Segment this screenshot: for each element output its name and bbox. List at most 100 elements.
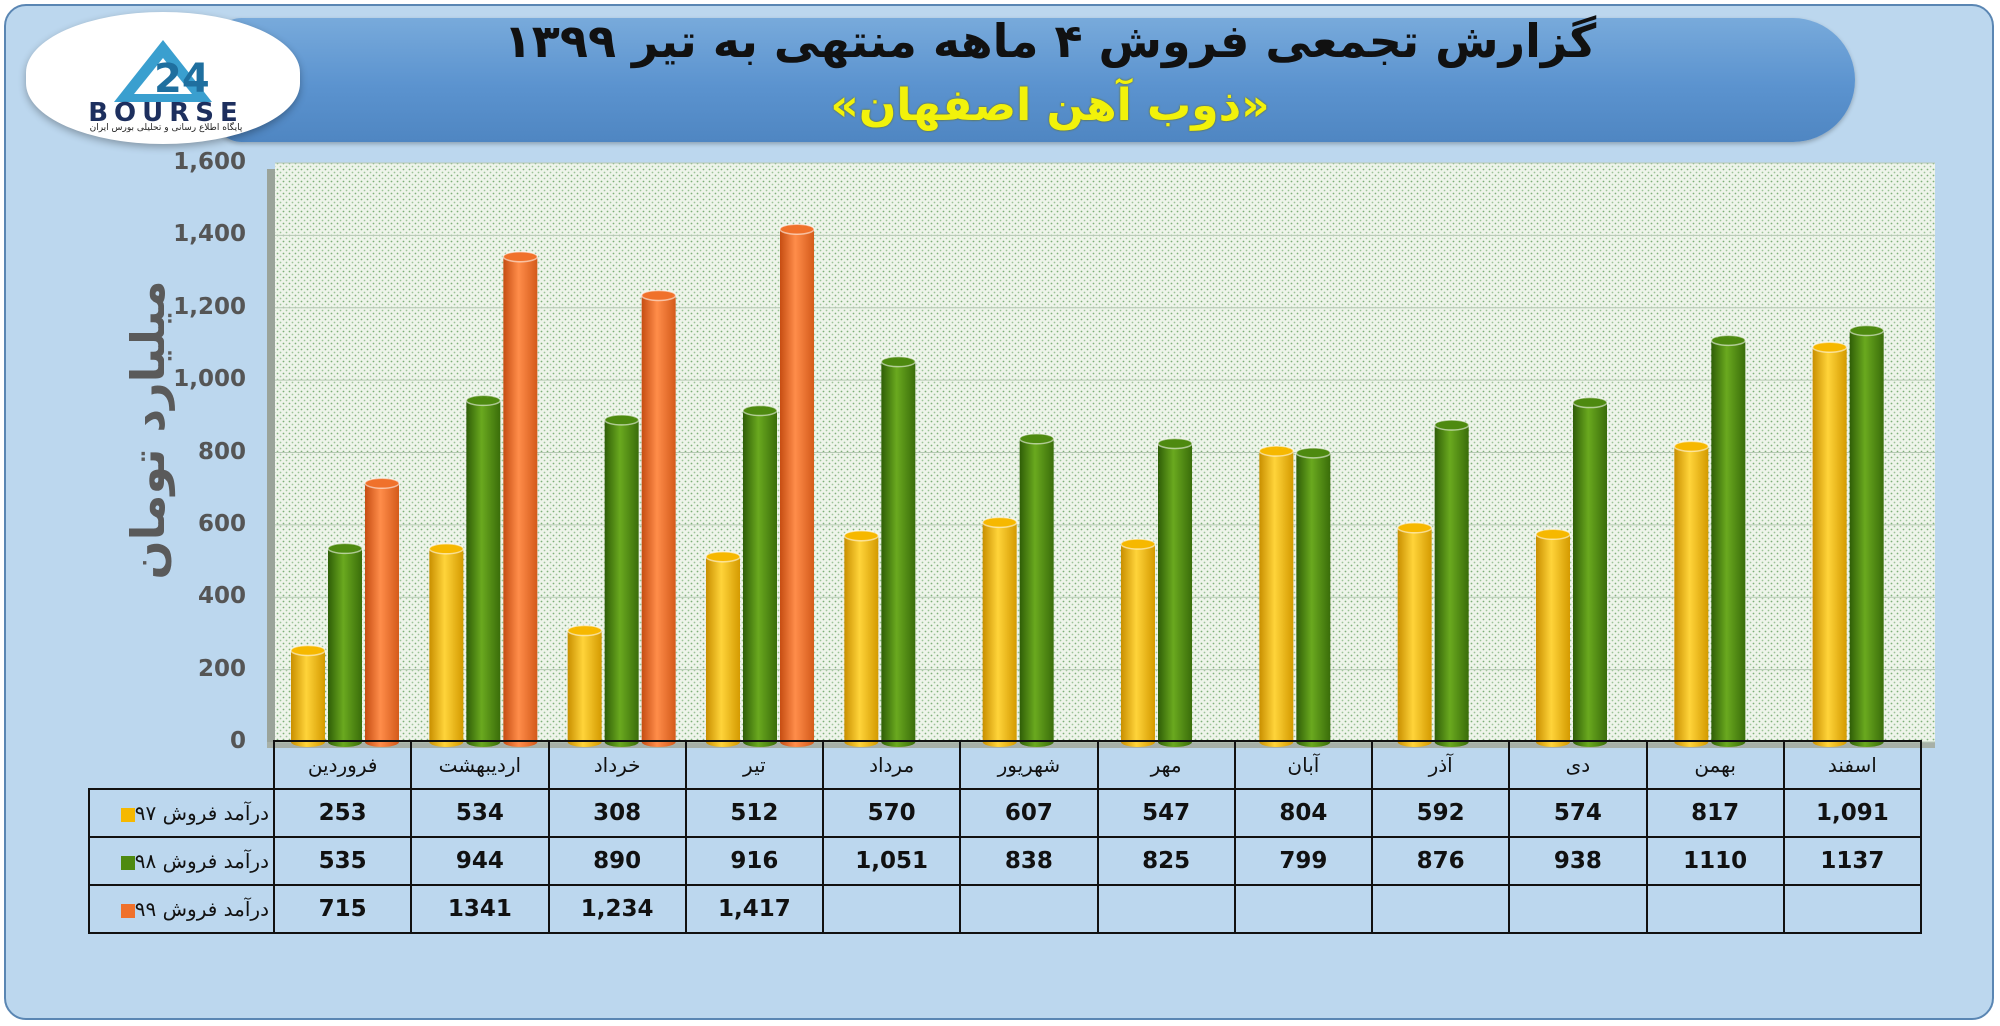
bar-body	[429, 548, 464, 742]
bar-cap	[1673, 440, 1710, 453]
bar-cap	[779, 223, 815, 235]
x-tick-label: آذر	[1370, 740, 1511, 790]
data-label	[959, 884, 1099, 934]
bar	[1848, 324, 1885, 747]
bar-cap	[981, 516, 1018, 529]
title-banner	[215, 18, 1855, 142]
x-tick-label: بهمن	[1645, 740, 1785, 790]
bar	[1433, 419, 1470, 747]
data-label: 1,417	[684, 884, 825, 934]
legend-label: درآمد فروش ۹۸	[134, 849, 269, 873]
bar-cap	[290, 644, 326, 657]
data-label: 592	[1370, 788, 1511, 838]
bar	[290, 644, 326, 747]
bar	[566, 624, 603, 747]
data-label: 1341	[410, 884, 550, 934]
table-header-row: فروردین اردیبهشت خرداد تیر مرداد شهریور مهر آبا…	[89, 740, 1923, 790]
y-tick-label: 200	[197, 655, 246, 682]
bar-cap	[1295, 447, 1332, 459]
bar-cap	[327, 542, 363, 555]
bar-cap	[1433, 419, 1470, 431]
bar-cap	[880, 355, 917, 368]
data-label: 715	[272, 884, 413, 934]
data-label: 1,234	[547, 884, 687, 934]
data-label	[1370, 884, 1511, 934]
x-tick-label: مرداد	[821, 740, 962, 790]
bar-body	[567, 630, 602, 742]
bar	[465, 394, 502, 747]
bar	[1811, 341, 1848, 747]
legend-swatch	[120, 903, 135, 918]
bar	[779, 223, 815, 747]
bar-body	[706, 556, 740, 742]
bar-body	[1121, 544, 1155, 742]
table-row: درآمد فروش ۹۷ 253 534 308 512 570 607 547 804 592…	[88, 788, 1923, 838]
bar	[364, 477, 400, 747]
data-label: 916	[684, 836, 825, 886]
table-row: درآمد فروش ۹۹ 715 1341 1,234 1,417	[88, 884, 1923, 934]
data-label	[1233, 884, 1374, 934]
bar-body	[1019, 438, 1054, 742]
bar	[428, 543, 465, 747]
bar-body	[1434, 424, 1469, 742]
bar-body	[1397, 527, 1432, 742]
legend-entry: درآمد فروش ۹۸	[88, 836, 275, 886]
bar-body	[1711, 340, 1746, 742]
x-tick-label: خرداد	[547, 740, 687, 790]
bar	[1018, 432, 1055, 747]
data-label: 574	[1508, 788, 1648, 838]
bar	[640, 289, 677, 747]
bar-cap	[1535, 528, 1571, 541]
data-label: 817	[1645, 788, 1785, 838]
logo-wordmark: BOURSE	[88, 98, 244, 128]
table-corner	[89, 741, 274, 789]
bar-cap	[1157, 437, 1193, 450]
bar-cap	[742, 404, 778, 417]
data-label: 838	[959, 836, 1099, 886]
bar-cap	[1018, 432, 1055, 445]
bar	[1673, 440, 1710, 747]
data-label: 512	[684, 788, 825, 838]
x-tick-label: شهریور	[959, 740, 1099, 790]
bar	[502, 250, 539, 747]
y-tick-label: 1,200	[173, 293, 246, 320]
bar-cap	[1120, 538, 1156, 550]
bar-cap	[1258, 445, 1295, 457]
legend-label: درآمد فروش ۹۹	[134, 897, 269, 921]
bar-cap	[843, 529, 880, 542]
legend-entry: درآمد فروش ۹۷	[88, 788, 275, 838]
data-label	[821, 884, 962, 934]
bar-body	[982, 522, 1017, 742]
data-label: 253	[272, 788, 413, 838]
y-tick-label: 1,000	[173, 366, 246, 393]
bar	[981, 516, 1018, 747]
bar-body	[780, 229, 814, 742]
data-label: 804	[1233, 788, 1374, 838]
bar-cap	[1811, 341, 1848, 353]
data-label	[1782, 884, 1923, 934]
bar	[1572, 396, 1608, 747]
bar-body	[604, 419, 639, 742]
bourse-logo: 24	[26, 12, 300, 144]
bar-body	[1158, 443, 1192, 742]
bar-body	[466, 400, 501, 742]
bar	[1120, 538, 1156, 747]
bar-body	[1812, 347, 1847, 742]
bar-body	[743, 410, 777, 742]
bar-body	[328, 548, 362, 742]
data-label: 938	[1508, 836, 1648, 886]
bar-cap	[428, 543, 465, 555]
chart-subtitle: «ذوب آهن اصفهان»	[830, 80, 1270, 131]
data-label: 825	[1096, 836, 1236, 886]
x-tick-label: فروردین	[272, 740, 413, 790]
data-label: 1,051	[821, 836, 962, 886]
bar	[1535, 528, 1571, 747]
y-tick-label: 400	[197, 583, 246, 610]
bar-cap	[502, 250, 539, 263]
logo-caption: پایگاه اطلاع رسانی و تحلیلی بورس ایران	[89, 123, 243, 133]
bar-body	[1849, 330, 1884, 742]
bar	[705, 550, 741, 747]
legend-swatch	[120, 807, 135, 822]
bar	[1710, 334, 1747, 747]
data-label: 1137	[1782, 836, 1923, 886]
